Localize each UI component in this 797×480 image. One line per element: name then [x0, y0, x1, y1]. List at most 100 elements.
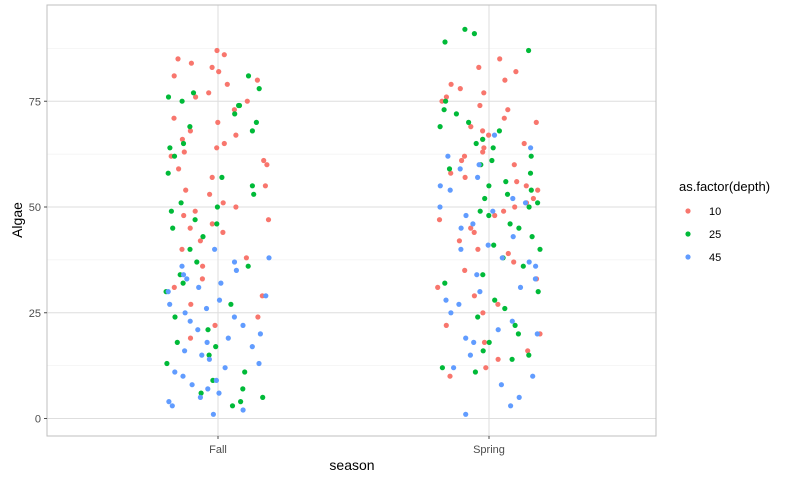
data-point-depth-10 [505, 107, 511, 113]
x-tick-label: Spring [473, 444, 505, 456]
data-point-depth-10 [523, 183, 529, 189]
data-point-depth-45 [533, 263, 539, 269]
data-point-depth-10 [262, 183, 268, 189]
data-point-depth-10 [448, 170, 454, 176]
data-point-depth-10 [459, 157, 465, 164]
data-point-depth-10 [192, 208, 198, 214]
legend: as.factor(depth) 10 25 45 [679, 179, 770, 264]
data-point-depth-25 [520, 263, 526, 269]
y-tick-label: 25 [29, 308, 41, 320]
data-point-depth-25 [178, 200, 184, 206]
data-point-depth-25 [453, 111, 459, 117]
data-point-depth-10 [181, 212, 187, 219]
data-point-depth-10 [535, 187, 541, 193]
data-point-depth-25 [480, 136, 486, 142]
data-point-depth-10 [443, 94, 449, 100]
data-point-depth-45 [490, 208, 496, 214]
data-point-depth-25 [535, 289, 541, 295]
data-point-depth-10 [265, 217, 272, 223]
data-point-depth-45 [443, 297, 449, 303]
data-point-depth-10 [187, 335, 194, 341]
data-point-depth-10 [495, 356, 501, 362]
data-point-depth-45 [526, 259, 532, 265]
legend-key-45 [685, 254, 691, 260]
data-point-depth-45 [180, 272, 187, 278]
x-axis-ticks: Fall Spring [209, 436, 505, 456]
data-point-depth-10 [471, 229, 477, 235]
data-point-depth-25 [441, 107, 447, 113]
data-point-depth-10 [497, 56, 503, 62]
data-point-depth-10 [171, 284, 177, 290]
y-axis-title: Algae [9, 202, 25, 238]
data-point-depth-25 [503, 179, 509, 185]
data-point-depth-45 [199, 352, 205, 358]
data-point-depth-45 [508, 403, 514, 409]
legend-items: 10 25 45 [685, 206, 721, 264]
data-point-depth-25 [492, 297, 498, 303]
data-point-depth-25 [472, 369, 478, 375]
data-point-depth-10 [209, 221, 215, 227]
data-point-depth-10 [511, 162, 517, 168]
panel-border [46, 4, 657, 437]
y-tick-label: 50 [29, 202, 41, 214]
data-point-depth-45 [225, 335, 231, 341]
data-point-depth-45 [256, 360, 262, 367]
data-point-depth-25 [529, 234, 535, 240]
data-point-depth-45 [534, 331, 540, 337]
data-point-depth-25 [437, 124, 443, 130]
data-point-depth-10 [511, 259, 517, 265]
data-point-depth-45 [510, 195, 516, 202]
data-point-depth-10 [512, 204, 518, 210]
data-point-depth-10 [475, 246, 481, 252]
data-point-depth-10 [447, 373, 453, 379]
data-point-depth-10 [448, 81, 454, 87]
data-point-depth-45 [187, 318, 193, 324]
legend-label-10: 10 [709, 206, 721, 218]
data-point-depth-10 [435, 284, 441, 290]
data-point-depth-25 [253, 119, 259, 125]
data-point-depth-25 [171, 153, 178, 159]
data-point-depth-45 [189, 382, 195, 388]
data-point-depth-10 [492, 212, 498, 219]
data-point-depth-10 [502, 77, 508, 83]
data-point-depth-10 [457, 86, 463, 92]
legend-title: as.factor(depth) [679, 179, 770, 194]
data-point-depth-45 [532, 276, 539, 282]
data-point-depth-25 [526, 204, 532, 210]
data-point-depth-10 [220, 229, 226, 235]
data-point-depth-10 [214, 47, 220, 54]
data-point-depth-45 [471, 339, 477, 345]
data-point-depth-25 [527, 170, 534, 176]
data-point-depth-45 [263, 293, 269, 299]
data-point-depth-10 [183, 187, 189, 193]
data-point-depth-45 [437, 183, 443, 189]
data-point-depth-25 [515, 331, 522, 337]
data-point-depth-10 [207, 191, 213, 197]
data-point-depth-25 [504, 191, 511, 197]
data-point-depth-45 [206, 356, 212, 362]
data-point-depth-10 [171, 115, 177, 121]
data-point-depth-25 [238, 399, 244, 405]
data-point-depth-10 [214, 145, 220, 151]
data-point-depth-10 [533, 119, 539, 125]
data-point-depth-10 [175, 56, 181, 62]
data-point-depth-10 [206, 90, 212, 96]
data-point-depth-45 [195, 327, 201, 333]
grid-major [47, 5, 656, 436]
data-point-depth-25 [172, 314, 178, 320]
data-point-depth-25 [240, 386, 246, 392]
data-point-depth-10 [188, 60, 194, 66]
data-point-depth-10 [481, 90, 487, 96]
data-point-depth-45 [522, 200, 529, 206]
data-point-depth-10 [476, 64, 482, 70]
data-point-depth-45 [179, 263, 185, 269]
data-point-depth-45 [516, 394, 522, 400]
data-point-depth-25 [462, 26, 468, 32]
data-point-depth-25 [491, 242, 497, 248]
data-point-depth-10 [264, 162, 270, 168]
data-point-depth-45 [476, 162, 482, 168]
data-point-depth-25 [496, 128, 502, 134]
data-point-depth-25 [443, 98, 449, 104]
data-point-depth-25 [528, 187, 534, 193]
data-point-depth-10 [220, 200, 226, 206]
